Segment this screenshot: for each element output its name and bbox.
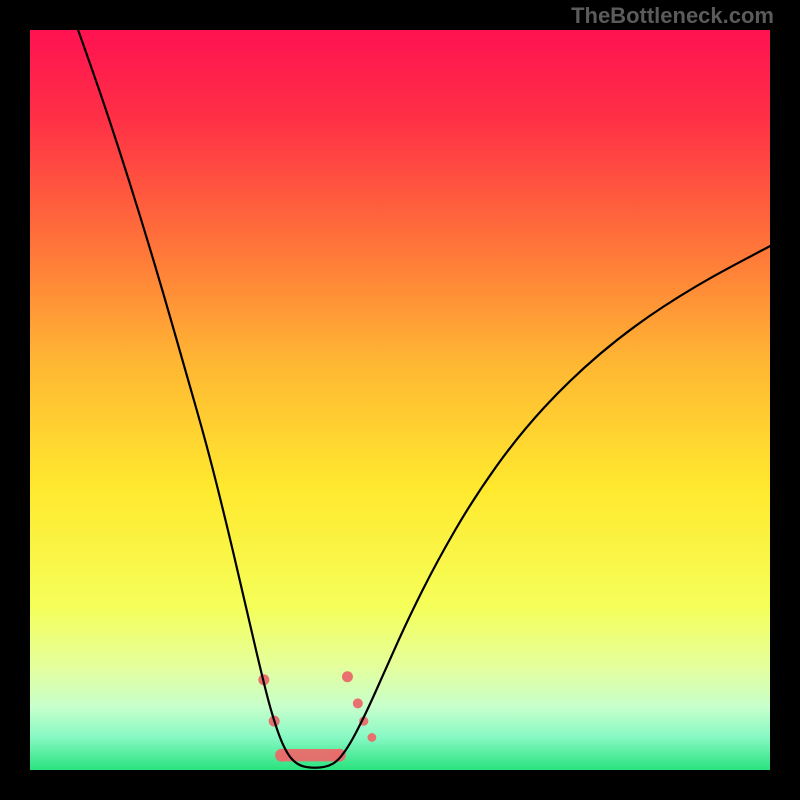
- plot-area: [30, 30, 770, 770]
- curve-markers: [258, 671, 376, 761]
- bottleneck-curve: [30, 30, 770, 770]
- curve-line: [78, 30, 770, 768]
- stage: TheBottleneck.com: [0, 0, 800, 800]
- watermark-text: TheBottleneck.com: [571, 3, 774, 29]
